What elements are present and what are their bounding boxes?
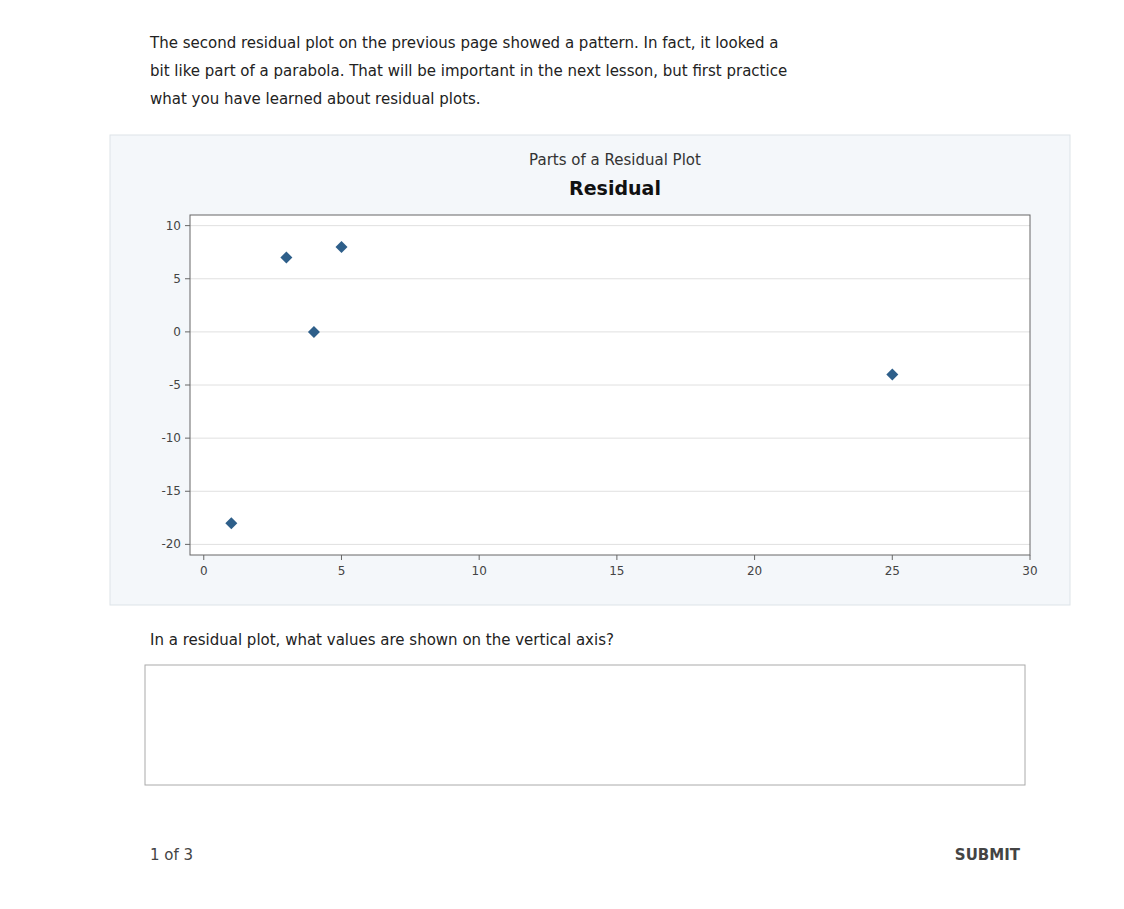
- paragraph-line: The second residual plot on the previous…: [149, 34, 779, 52]
- tick-mark: [892, 555, 893, 560]
- grid-line: [190, 278, 1030, 279]
- grid-line: [190, 438, 1030, 439]
- tick-label: 5: [338, 564, 346, 578]
- tick-mark: [203, 555, 204, 560]
- tick-label: 15: [609, 564, 624, 578]
- tick-mark: [616, 555, 617, 560]
- tick-mark: [1030, 555, 1031, 560]
- tick-label: 5: [173, 272, 181, 286]
- plot-background: [190, 215, 1030, 555]
- grid-line: [190, 544, 1030, 545]
- paragraph-line: bit like part of a parabola. That will b…: [150, 62, 787, 80]
- tick-mark: [185, 438, 190, 439]
- point: [225, 517, 237, 529]
- point: [280, 252, 292, 264]
- tick-label: 25: [885, 564, 900, 578]
- tick-mark: [479, 555, 480, 560]
- tick-label: -15: [161, 484, 181, 498]
- chart-panel: Parts of a Residual Plot Residual -20 -15 -1…: [110, 135, 1070, 605]
- point: [886, 368, 898, 380]
- tick-label: -10: [161, 431, 181, 445]
- submit-button[interactable]: SUBMIT: [955, 846, 1021, 864]
- tick-mark: [185, 385, 190, 386]
- chart-title: Parts of a Residual Plot: [529, 151, 701, 169]
- answer-box[interactable]: [145, 665, 1025, 785]
- tick-mark: [185, 331, 190, 332]
- x-axis: 0 5 10 15 20 25 30: [200, 555, 1038, 578]
- tick-mark: [185, 544, 190, 545]
- paragraph: The second residual plot on the previous…: [149, 34, 787, 108]
- tick-mark: [185, 278, 190, 279]
- grid-line: [190, 491, 1030, 492]
- question-text: In a residual plot, what values are show…: [150, 631, 614, 649]
- tick-label: 20: [747, 564, 762, 578]
- points: [225, 241, 898, 529]
- tick-label: 30: [1022, 564, 1037, 578]
- grid-line: [190, 385, 1030, 386]
- panel-background: [110, 135, 1070, 605]
- tick-label: 0: [200, 564, 208, 578]
- tick-label: 10: [166, 219, 181, 233]
- tick-label: 10: [472, 564, 487, 578]
- tick-mark: [185, 225, 190, 226]
- tick-mark: [341, 555, 342, 560]
- paragraph-line: what you have learned about residual plo…: [150, 90, 481, 108]
- plot-frame: [190, 215, 1030, 555]
- point: [335, 241, 347, 253]
- page: The second residual plot on the previous…: [0, 0, 1124, 909]
- tick-label: 0: [173, 325, 181, 339]
- tick-label: -5: [169, 378, 181, 392]
- y-axis-label: Residual: [569, 177, 661, 199]
- grid-line: [190, 225, 1030, 226]
- tick-mark: [185, 491, 190, 492]
- tick-mark: [754, 555, 755, 560]
- page-counter: 1 of 3: [150, 846, 193, 864]
- canvas: The second residual plot on the previous…: [0, 0, 1124, 909]
- plot: -20 -15 -10 -5 0 5 10 0 5 10 15 20 25 30: [161, 215, 1037, 578]
- tick-label: -20: [161, 537, 181, 551]
- point: [308, 326, 320, 338]
- y-axis: -20 -15 -10 -5 0 5 10: [161, 219, 1030, 552]
